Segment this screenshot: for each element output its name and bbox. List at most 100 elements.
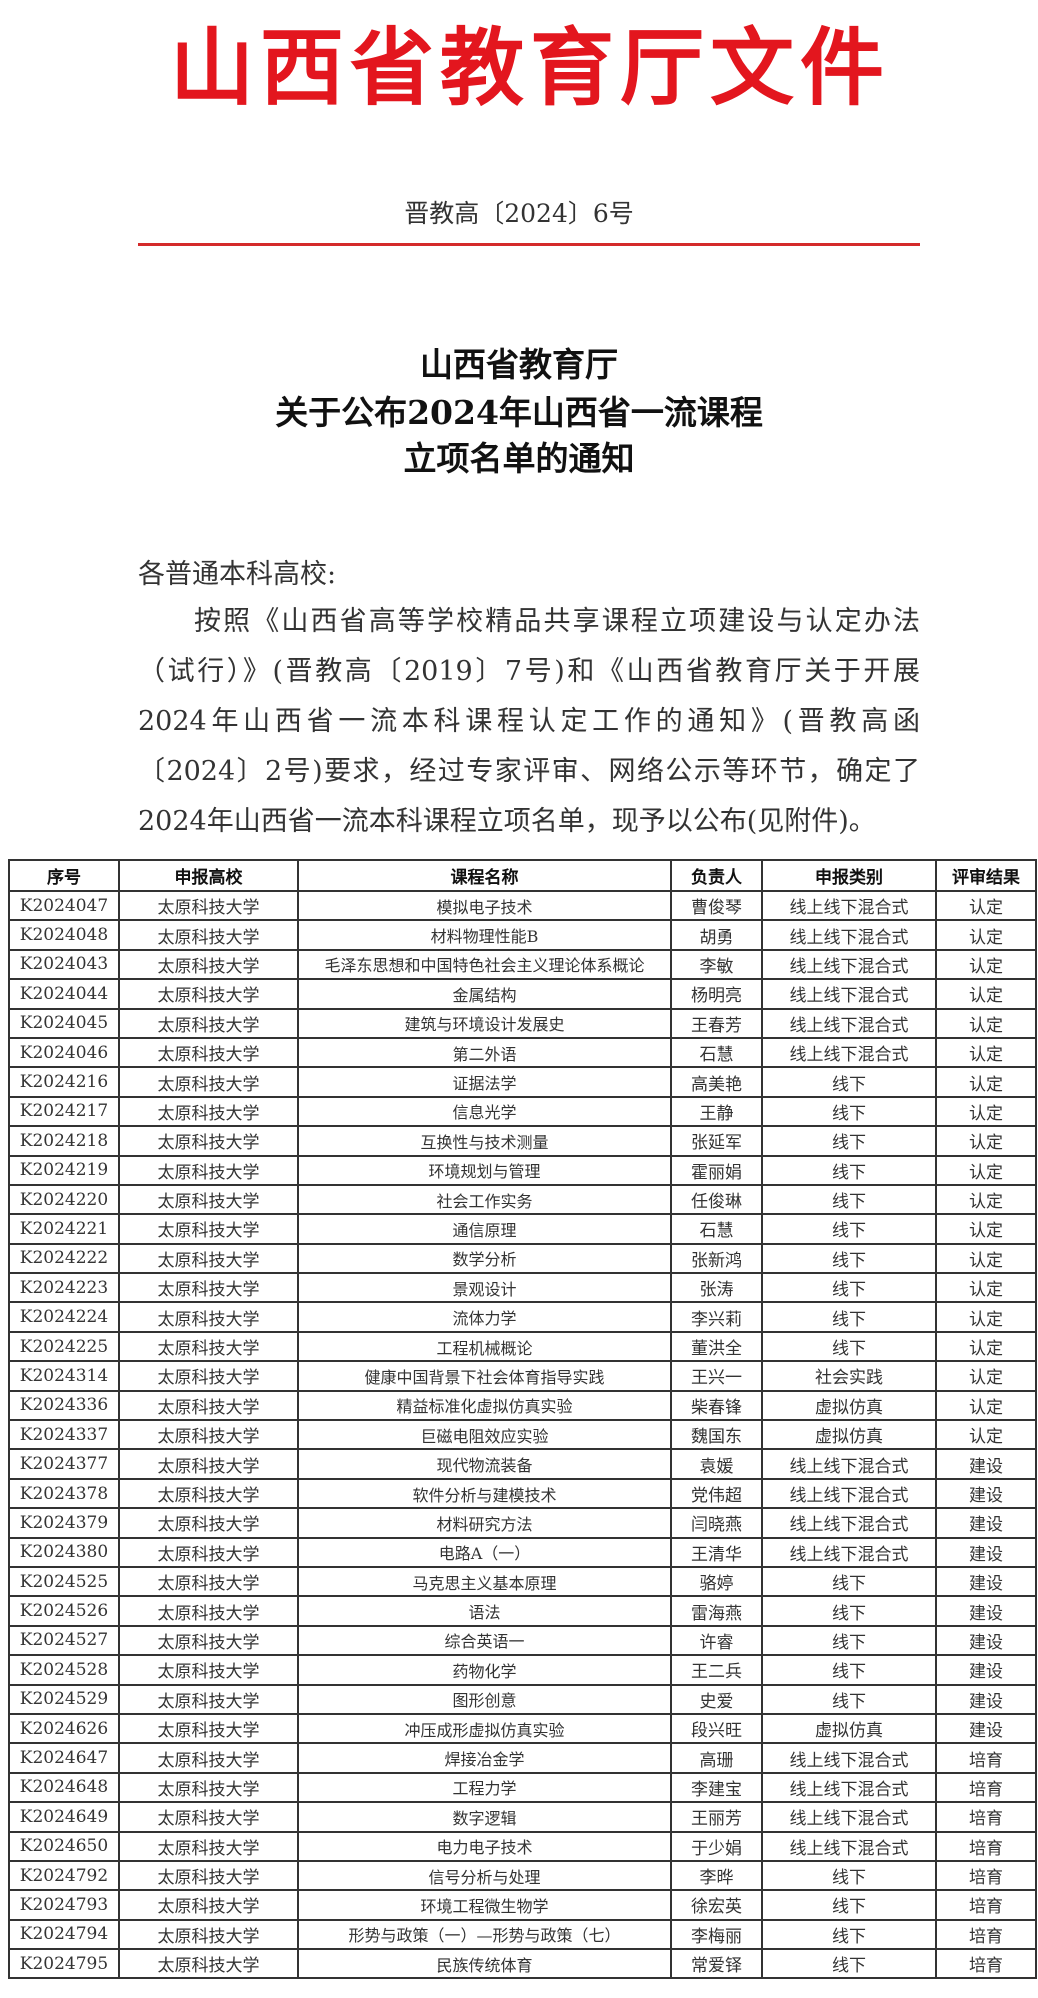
cell-course: 电力电子技术 xyxy=(297,1830,672,1862)
cell-result: 培育 xyxy=(935,1948,1037,1980)
cell-lead: 石慧 xyxy=(670,1036,763,1069)
cell-id: K2024525 xyxy=(8,1565,120,1598)
table-row: K2024314 太原科技大学 健康中国背景下社会体育指导实践 王兴一 社会实践 认定 xyxy=(8,1360,1037,1392)
cell-id: K2024528 xyxy=(8,1654,120,1686)
cell-course: 工程机械概论 xyxy=(297,1330,672,1363)
table-header-row: 序号 申报高校 课程名称 负责人 申报类别 评审结果 xyxy=(8,859,1037,892)
cell-course: 马克思主义基本原理 xyxy=(297,1565,672,1598)
cell-id: K2024337 xyxy=(8,1419,120,1451)
table-row: K2024649 太原科技大学 数字逻辑 王丽芳 线上线下混合式 培育 xyxy=(8,1801,1037,1833)
cell-lead: 党伟超 xyxy=(670,1477,763,1510)
cell-category: 线下 xyxy=(761,1242,937,1275)
cell-course: 民族传统体育 xyxy=(297,1948,672,1980)
table-row: K2024650 太原科技大学 电力电子技术 于少娟 线上线下混合式 培育 xyxy=(8,1830,1037,1862)
cell-category: 线上线下混合式 xyxy=(761,1036,937,1069)
cell-school: 太原科技大学 xyxy=(118,1007,299,1039)
cell-lead: 李建宝 xyxy=(670,1771,763,1804)
cell-result: 培育 xyxy=(935,1771,1037,1804)
cell-id: K2024527 xyxy=(8,1624,120,1657)
cell-result: 认定 xyxy=(935,1360,1037,1392)
cell-category: 线下 xyxy=(761,1095,937,1128)
cell-course: 语法 xyxy=(297,1595,672,1627)
cell-course: 现代物流装备 xyxy=(297,1448,672,1480)
cell-course: 材料物理性能B xyxy=(297,919,672,951)
cell-category: 线下 xyxy=(761,1859,937,1892)
cell-id: K2024225 xyxy=(8,1330,120,1363)
cell-school: 太原科技大学 xyxy=(118,1213,299,1245)
table-row: K2024626 太原科技大学 冲压成形虚拟仿真实验 段兴旺 虚拟仿真 建设 xyxy=(8,1712,1037,1745)
cell-id: K2024649 xyxy=(8,1801,120,1833)
cell-course: 社会工作实务 xyxy=(297,1183,672,1216)
cell-result: 认定 xyxy=(935,919,1037,951)
cell-school: 太原科技大学 xyxy=(118,1419,299,1451)
cell-lead: 李梅丽 xyxy=(670,1918,763,1951)
cell-lead: 闫晓燕 xyxy=(670,1507,763,1539)
cell-lead: 王丽芳 xyxy=(670,1801,763,1833)
cell-course: 流体力学 xyxy=(297,1301,672,1333)
cell-id: K2024794 xyxy=(8,1918,120,1951)
cell-result: 认定 xyxy=(935,1389,1037,1422)
cell-lead: 魏国东 xyxy=(670,1419,763,1451)
cell-category: 线上线下混合式 xyxy=(761,1507,937,1539)
cell-id: K2024047 xyxy=(8,889,120,922)
cell-school: 太原科技大学 xyxy=(118,1536,299,1568)
cell-lead: 常爱铎 xyxy=(670,1948,763,1980)
table-row: K2024224 太原科技大学 流体力学 李兴莉 线下 认定 xyxy=(8,1301,1037,1333)
cell-school: 太原科技大学 xyxy=(118,1918,299,1951)
column-header-school: 申报高校 xyxy=(118,859,299,892)
table-row: K2024529 太原科技大学 图形创意 史爱 线下 建设 xyxy=(8,1683,1037,1715)
cell-course: 互换性与技术测量 xyxy=(297,1125,672,1157)
cell-school: 太原科技大学 xyxy=(118,1154,299,1186)
table-row: K2024218 太原科技大学 互换性与技术测量 张延军 线下 认定 xyxy=(8,1125,1037,1157)
cell-id: K2024529 xyxy=(8,1683,120,1715)
cell-id: K2024648 xyxy=(8,1771,120,1804)
table-row: K2024795 太原科技大学 民族传统体育 常爱铎 线下 培育 xyxy=(8,1948,1037,1980)
cell-result: 建设 xyxy=(935,1654,1037,1686)
cell-category: 线下 xyxy=(761,1948,937,1980)
cell-lead: 雷海燕 xyxy=(670,1595,763,1627)
cell-lead: 史爱 xyxy=(670,1683,763,1715)
title-line-3: 立项名单的通知 xyxy=(403,439,635,478)
cell-lead: 许睿 xyxy=(670,1624,763,1657)
cell-category: 线上线下混合式 xyxy=(761,948,937,981)
cell-school: 太原科技大学 xyxy=(118,1095,299,1128)
table-row: K2024526 太原科技大学 语法 雷海燕 线下 建设 xyxy=(8,1595,1037,1627)
body-paragraph: 按照《山西省高等学校精品共享课程立项建设与认定办法（试行）》(晋教高〔2019〕… xyxy=(138,606,920,837)
cell-course: 信号分析与处理 xyxy=(297,1859,672,1892)
cell-lead: 王二兵 xyxy=(670,1654,763,1686)
cell-course: 形势与政策（一）—形势与政策（七） xyxy=(297,1918,672,1951)
cell-school: 太原科技大学 xyxy=(118,1477,299,1510)
cell-school: 太原科技大学 xyxy=(118,1889,299,1921)
cell-id: K2024043 xyxy=(8,948,120,981)
cell-course: 巨磁电阻效应实验 xyxy=(297,1419,672,1451)
cell-lead: 骆婷 xyxy=(670,1565,763,1598)
cell-id: K2024217 xyxy=(8,1095,120,1128)
cell-id: K2024223 xyxy=(8,1272,120,1304)
cell-result: 认定 xyxy=(935,1183,1037,1216)
cell-id: K2024224 xyxy=(8,1301,120,1333)
cell-category: 线下 xyxy=(761,1595,937,1627)
cell-school: 太原科技大学 xyxy=(118,1448,299,1480)
cell-lead: 段兴旺 xyxy=(670,1712,763,1745)
table-row: K2024219 太原科技大学 环境规划与管理 霍丽娟 线下 认定 xyxy=(8,1154,1037,1186)
cell-lead: 柴春锋 xyxy=(670,1389,763,1422)
table-row: K2024380 太原科技大学 电路A（一） 王清华 线上线下混合式 建设 xyxy=(8,1536,1037,1568)
cell-course: 数学分析 xyxy=(297,1242,672,1275)
cell-category: 线下 xyxy=(761,1624,937,1657)
cell-id: K2024380 xyxy=(8,1536,120,1568)
cell-result: 认定 xyxy=(935,978,1037,1010)
cell-school: 太原科技大学 xyxy=(118,1330,299,1363)
cell-id: K2024218 xyxy=(8,1125,120,1157)
cell-id: K2024222 xyxy=(8,1242,120,1275)
column-header-category: 申报类别 xyxy=(761,859,937,892)
cell-school: 太原科技大学 xyxy=(118,1389,299,1422)
cell-course: 电路A（一） xyxy=(297,1536,672,1568)
cell-category: 线下 xyxy=(761,1213,937,1245)
table-row: K2024045 太原科技大学 建筑与环境设计发展史 王春芳 线上线下混合式 认定 xyxy=(8,1007,1037,1039)
cell-school: 太原科技大学 xyxy=(118,1242,299,1275)
cell-category: 线下 xyxy=(761,1889,937,1921)
cell-school: 太原科技大学 xyxy=(118,1948,299,1980)
cell-school: 太原科技大学 xyxy=(118,1624,299,1657)
cell-school: 太原科技大学 xyxy=(118,889,299,922)
cell-category: 线上线下混合式 xyxy=(761,1830,937,1862)
